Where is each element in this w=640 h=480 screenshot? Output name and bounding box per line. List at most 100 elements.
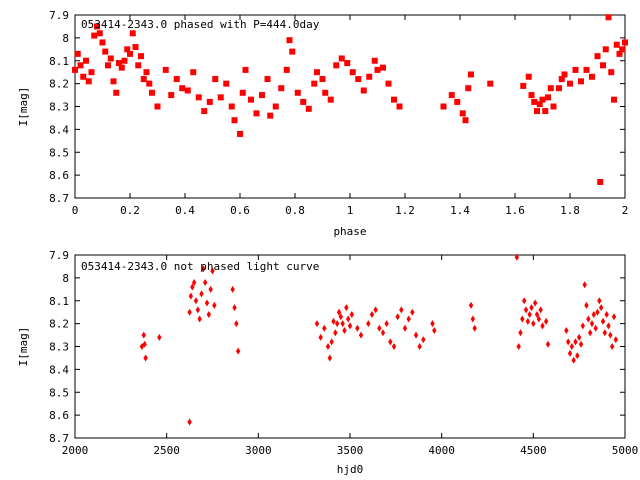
data-point: [168, 92, 175, 99]
data-point: [602, 329, 608, 337]
y-tick-label: 8.4: [49, 363, 69, 376]
data-point: [366, 320, 371, 328]
data-point: [602, 46, 609, 53]
data-point: [385, 80, 392, 87]
data-point: [608, 331, 613, 339]
data-point: [355, 76, 362, 83]
data-point: [77, 62, 84, 69]
data-point: [228, 103, 235, 110]
data-point: [472, 324, 477, 332]
data-point: [465, 85, 472, 92]
data-point: [576, 333, 582, 341]
data-point: [525, 73, 532, 80]
data-point: [606, 322, 611, 330]
data-point: [267, 112, 274, 119]
data-point: [531, 98, 538, 105]
data-point: [85, 78, 92, 85]
data-point: [190, 69, 197, 76]
data-point: [487, 80, 494, 87]
data-point: [91, 32, 98, 39]
data-point: [327, 354, 333, 362]
data-point: [520, 82, 527, 89]
data-point: [206, 310, 212, 318]
data-point: [440, 103, 447, 110]
data-point: [283, 66, 290, 73]
data-point: [567, 80, 573, 87]
data-point: [212, 76, 219, 83]
x-tick-label: 2: [622, 204, 629, 217]
data-point: [349, 310, 355, 318]
data-point: [83, 57, 89, 64]
data-point: [377, 324, 382, 332]
data-point: [448, 92, 455, 99]
data-point: [121, 57, 128, 64]
unphased-light-curve-panel: 2000 2500 3000 3500 4000 4500 5000 7.9 8 8.1 8.2 8.…: [17, 249, 638, 476]
data-point: [259, 92, 265, 99]
data-point: [536, 315, 542, 323]
data-point: [300, 98, 307, 105]
data-point: [347, 322, 353, 330]
data-point: [591, 310, 597, 318]
data-point: [534, 108, 540, 115]
data-point: [421, 336, 426, 344]
data-point: [531, 320, 536, 328]
data-point: [338, 55, 345, 62]
y-tick-label: 8: [62, 32, 69, 45]
data-point: [611, 313, 617, 321]
data-point: [325, 343, 331, 350]
data-point: [344, 304, 349, 312]
data-point: [521, 297, 527, 305]
data-point: [578, 340, 584, 348]
data-point: [540, 322, 545, 330]
data-point: [587, 329, 593, 337]
data-point: [534, 310, 540, 318]
data-point: [604, 310, 609, 318]
data-point: [589, 320, 595, 328]
data-point: [597, 178, 604, 185]
x-tick-label: 0.2: [120, 204, 140, 217]
data-point: [143, 354, 148, 362]
data-point: [525, 317, 531, 325]
x-tick-label: 0.6: [230, 204, 250, 217]
data-point: [545, 340, 551, 348]
data-point: [558, 76, 565, 83]
data-point: [399, 306, 404, 314]
data-point: [289, 48, 296, 55]
data-point: [598, 304, 604, 312]
data-point: [248, 96, 254, 103]
data-point: [338, 313, 344, 321]
data-point: [613, 41, 620, 48]
data-point: [140, 76, 147, 83]
data-point: [380, 329, 386, 337]
data-point: [594, 53, 601, 60]
data-point: [547, 85, 554, 92]
data-point: [314, 320, 320, 328]
data-point: [322, 89, 329, 96]
data-point: [157, 333, 162, 341]
data-point: [127, 50, 133, 57]
x-axis-label: phase: [333, 225, 366, 238]
data-point: [582, 281, 587, 289]
data-point: [391, 343, 397, 350]
x-axis-label: hjd0: [337, 463, 364, 476]
data-point: [619, 46, 626, 53]
panel-title: 053414-2343.0 phased with P=444.0day: [81, 18, 320, 31]
data-point: [395, 313, 400, 321]
y-axis-label: I[mag]: [17, 87, 30, 127]
data-point: [264, 76, 271, 83]
data-point: [333, 62, 340, 69]
data-point: [314, 69, 320, 76]
y-tick-label: 8.7: [49, 432, 69, 445]
data-point: [545, 94, 551, 101]
data-point: [543, 317, 549, 325]
data-point: [410, 308, 415, 316]
data-point: [129, 30, 136, 37]
data-point: [600, 317, 606, 325]
data-point: [597, 297, 602, 305]
data-point: [327, 96, 334, 103]
data-point: [110, 78, 117, 85]
data-point: [536, 101, 543, 108]
x-tick-label: 2000: [62, 444, 89, 457]
x-tick-label: 0: [72, 204, 79, 217]
